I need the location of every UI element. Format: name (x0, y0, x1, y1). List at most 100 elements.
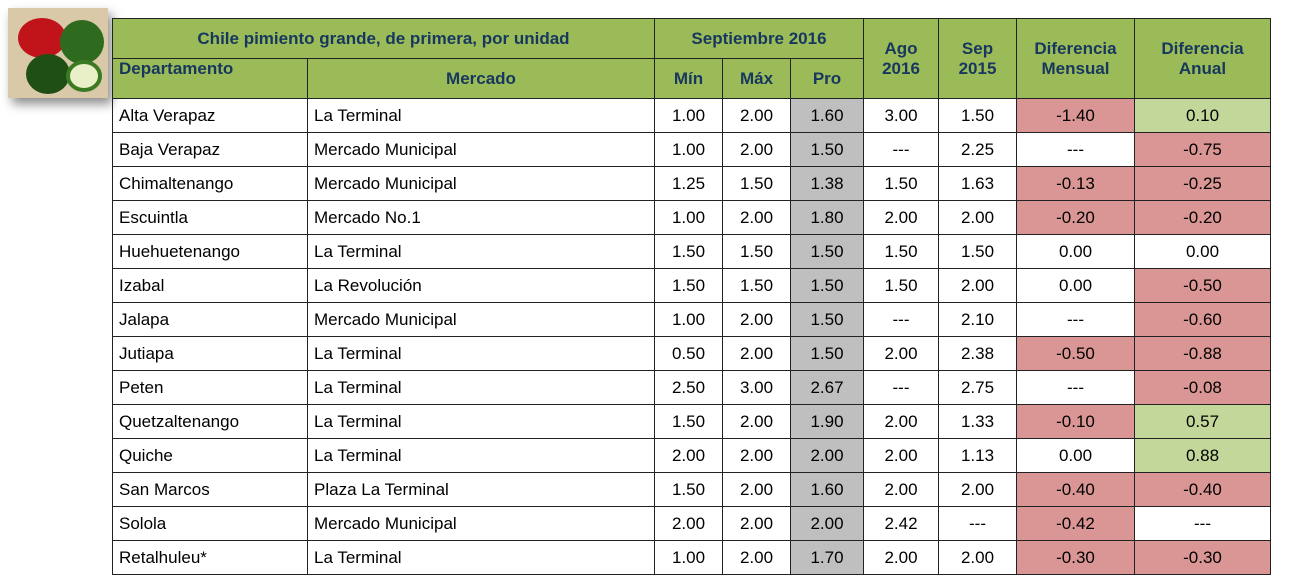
table-cell: 0.00 (1016, 438, 1135, 473)
table-cell: 2.00 (863, 472, 939, 507)
table-cell: -0.30 (1016, 540, 1135, 575)
cell-text: La Terminal (314, 445, 402, 465)
cell-text: 2.00 (671, 513, 706, 533)
cell-text: 2.00 (739, 105, 774, 125)
table-cell: Jalapa (112, 302, 308, 337)
table-cell: 1.50 (790, 336, 864, 371)
cell-text: 2.75 (960, 377, 995, 397)
table-cell: 1.00 (654, 132, 723, 167)
cell-text: -0.20 (1056, 207, 1095, 227)
table-cell: 2.00 (722, 98, 791, 133)
table-cell: 1.50 (722, 268, 791, 303)
cell-text: 1.50 (884, 173, 918, 193)
table-cell: 3.00 (863, 98, 939, 133)
table-cell: Mercado Municipal (307, 132, 655, 167)
table-cell: Chimaltenango (112, 166, 308, 201)
cell-text: 0.57 (1185, 411, 1220, 431)
table-cell: 1.50 (722, 166, 791, 201)
table-cell: -0.60 (1134, 302, 1271, 337)
table-cell: 1.50 (790, 302, 864, 337)
table-cell: 2.00 (863, 200, 939, 235)
table-cell: -0.20 (1134, 200, 1271, 235)
table-cell: 2.00 (654, 438, 723, 473)
period-label: Septiembre 2016 (691, 28, 827, 48)
table-cell: --- (863, 370, 939, 405)
header-text: 2016 (882, 58, 920, 78)
cell-text: 0.00 (1058, 275, 1093, 295)
table-cell: 0.50 (654, 336, 723, 371)
header-text: Mensual (1041, 58, 1110, 78)
cell-text: Peten (119, 377, 164, 397)
cell-text: 2.00 (960, 547, 995, 567)
cell-text: 2.25 (960, 139, 995, 159)
table-cell: 2.00 (722, 438, 791, 473)
cell-text: -0.75 (1183, 139, 1222, 159)
table-cell: 2.00 (722, 302, 791, 337)
cell-text: 1.60 (810, 105, 844, 125)
cell-text: -0.08 (1183, 377, 1222, 397)
cell-text: 1.13 (960, 445, 995, 465)
cell-text: 2.00 (810, 513, 844, 533)
pepper-icon (18, 18, 104, 94)
table-cell: -0.42 (1016, 506, 1135, 541)
header-text: Sep (961, 38, 994, 58)
cell-text: 2.38 (960, 343, 995, 363)
cell-text: 2.67 (810, 377, 844, 397)
table-cell: Izabal (112, 268, 308, 303)
table-cell: -0.40 (1134, 472, 1271, 507)
table-cell: 1.33 (938, 404, 1017, 439)
table-cell: -0.13 (1016, 166, 1135, 201)
table-cell: 2.00 (863, 438, 939, 473)
table-cell: 2.00 (938, 472, 1017, 507)
cell-text: -0.40 (1056, 479, 1095, 499)
cell-text: -0.40 (1183, 479, 1222, 499)
cell-text: 1.50 (671, 275, 706, 295)
table-cell: Plaza La Terminal (307, 472, 655, 507)
table-cell: 2.10 (938, 302, 1017, 337)
cell-text: La Terminal (314, 547, 402, 567)
table-cell: 2.00 (722, 336, 791, 371)
table-title: Chile pimiento grande, de primera, por u… (197, 28, 570, 48)
table-cell: -0.50 (1016, 336, 1135, 371)
cell-text: --- (892, 377, 910, 397)
cell-text: 2.00 (884, 411, 918, 431)
table-cell: San Marcos (112, 472, 308, 507)
cell-text: Quetzaltenango (119, 411, 240, 431)
header-text: Mín (673, 68, 704, 88)
title-cell: Chile pimiento grande, de primera, por u… (112, 18, 655, 59)
cell-text: 1.25 (671, 173, 706, 193)
cell-text: 2.50 (671, 377, 706, 397)
cell-text: 1.50 (739, 241, 774, 261)
cell-text: -1.40 (1056, 105, 1095, 125)
table-cell: 1.00 (654, 200, 723, 235)
table-cell: 2.42 (863, 506, 939, 541)
cell-text: 2.00 (884, 445, 918, 465)
cell-text: Mercado Municipal (314, 173, 457, 193)
cell-text: --- (1067, 139, 1084, 159)
table-cell: 2.00 (938, 268, 1017, 303)
cell-text: 0.50 (671, 343, 706, 363)
table-cell: 2.00 (863, 404, 939, 439)
table-cell: 1.60 (790, 98, 864, 133)
table-cell: --- (1016, 302, 1135, 337)
table-cell: 2.00 (722, 472, 791, 507)
cell-text: 2.00 (739, 479, 774, 499)
table-cell: 1.60 (790, 472, 864, 507)
header-text: Anual (1178, 58, 1227, 78)
table-cell: 1.50 (790, 132, 864, 167)
cell-text: --- (969, 513, 986, 533)
cell-text: Mercado Municipal (314, 139, 457, 159)
cell-text: 2.42 (884, 513, 918, 533)
cell-text: 3.00 (884, 105, 918, 125)
header-text: Mercado (446, 68, 516, 88)
cell-text: 1.50 (810, 139, 844, 159)
table-cell: La Terminal (307, 404, 655, 439)
cell-text: 0.00 (1058, 445, 1093, 465)
column-header: Diferencia Mensual (1016, 18, 1135, 99)
table-cell: 1.50 (863, 166, 939, 201)
cell-text: Quiche (119, 445, 173, 465)
cell-text: 1.80 (810, 207, 844, 227)
table-cell: -0.10 (1016, 404, 1135, 439)
header-text: Diferencia (1034, 38, 1117, 58)
cell-text: Mercado Municipal (314, 513, 457, 533)
